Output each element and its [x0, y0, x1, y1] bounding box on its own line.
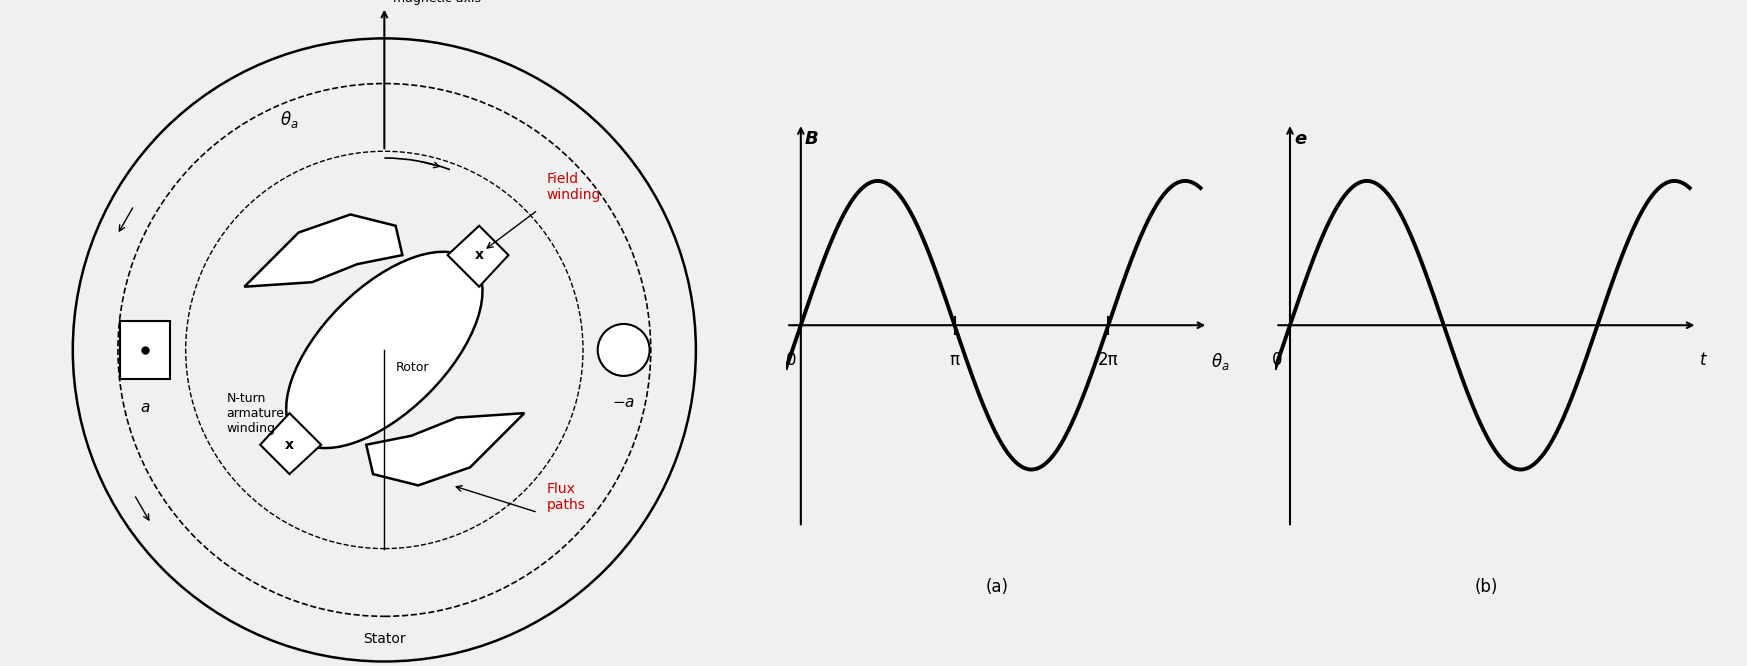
Text: 2π: 2π: [1097, 351, 1118, 369]
Polygon shape: [260, 413, 321, 474]
Text: B: B: [805, 131, 819, 149]
Text: Field
winding: Field winding: [547, 172, 601, 202]
Polygon shape: [447, 226, 508, 287]
Text: (b): (b): [1474, 577, 1497, 596]
Text: Flux
paths: Flux paths: [547, 482, 585, 511]
Text: $\theta_a$: $\theta_a$: [280, 109, 299, 130]
Text: a: a: [140, 400, 150, 415]
FancyBboxPatch shape: [121, 320, 169, 379]
Text: Armature-winding
magnetic axis: Armature-winding magnetic axis: [393, 0, 505, 5]
Text: Rotor: Rotor: [395, 362, 430, 374]
Text: 0: 0: [786, 351, 797, 369]
Text: e: e: [1295, 131, 1307, 149]
Polygon shape: [245, 214, 402, 287]
Ellipse shape: [287, 252, 482, 448]
Text: t: t: [1700, 351, 1707, 369]
Polygon shape: [367, 413, 524, 486]
Text: Stator: Stator: [363, 632, 405, 646]
Text: $-a$: $-a$: [611, 395, 636, 410]
Text: x: x: [285, 438, 293, 452]
Text: x: x: [475, 248, 484, 262]
Circle shape: [597, 324, 650, 376]
Text: 0: 0: [1272, 351, 1282, 369]
Text: N-turn
armature
winding: N-turn armature winding: [227, 392, 285, 435]
Text: π: π: [950, 351, 959, 369]
Text: (a): (a): [985, 577, 1008, 596]
Text: $\theta_a$: $\theta_a$: [1211, 351, 1230, 372]
